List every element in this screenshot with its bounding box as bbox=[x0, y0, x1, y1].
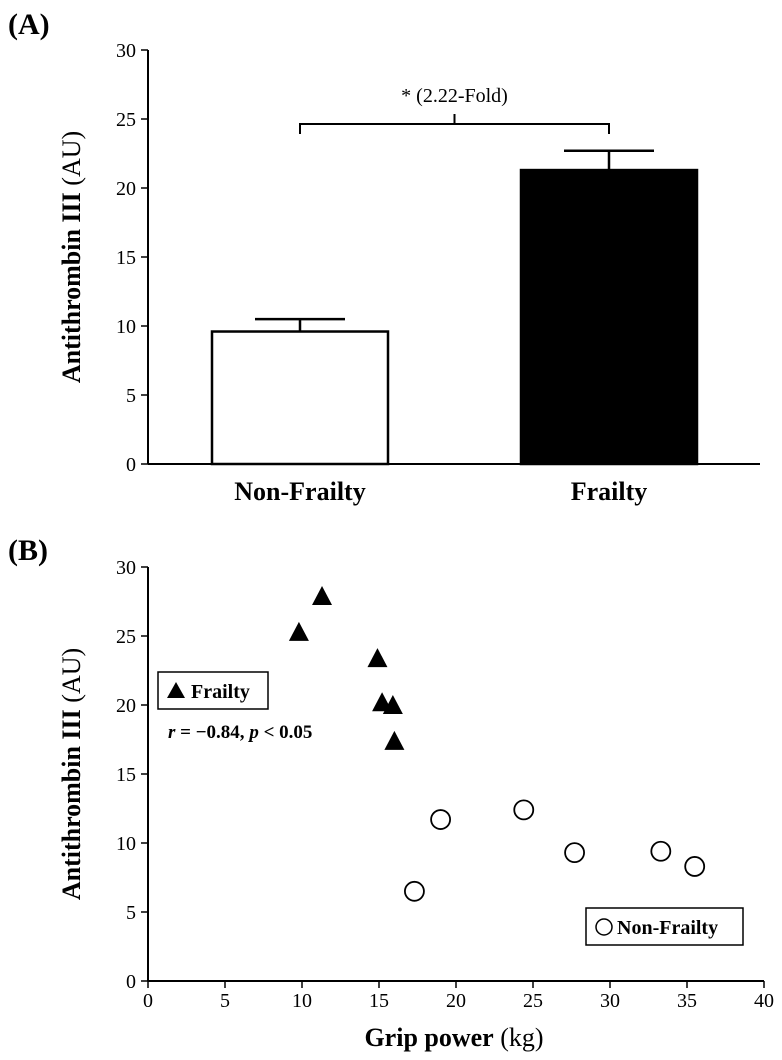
y-tick-label: 10 bbox=[116, 316, 136, 338]
legend-non-frailty: Non-Frailty bbox=[585, 907, 744, 946]
frailty-point bbox=[312, 585, 333, 605]
y-tick-label: 5 bbox=[126, 385, 136, 407]
legend-frailty: Frailty bbox=[157, 671, 269, 710]
significance-annotation: * (2.22-Fold) bbox=[401, 85, 508, 107]
y-axis-title-bold: Antithrombin III bbox=[57, 709, 86, 900]
non-frailty-point bbox=[650, 840, 672, 862]
y-tick-label: 15 bbox=[116, 764, 136, 786]
category-label: Non-Frailty bbox=[234, 477, 365, 506]
x-tick-label: 0 bbox=[143, 990, 153, 1012]
y-tick-label: 5 bbox=[126, 902, 136, 924]
scatter-chart-panel: (B) 0 5 10 15 20 25 30 0 5 10 15 20 25 30 35 40 Frailt… bbox=[8, 534, 774, 1052]
scatter-chart-y-axis-title: Antithrombin III (AU) bbox=[57, 648, 86, 900]
scatter-chart-y-ticks: 0 5 10 15 20 25 30 bbox=[116, 557, 148, 993]
non-frailty-point bbox=[684, 856, 706, 877]
category-label: Frailty bbox=[571, 477, 648, 506]
x-tick-label: 35 bbox=[677, 990, 697, 1012]
y-tick-label: 20 bbox=[116, 695, 136, 717]
x-tick-label: 15 bbox=[369, 990, 389, 1012]
scatter-chart-points bbox=[288, 585, 706, 902]
y-tick-label: 0 bbox=[126, 971, 136, 993]
panel-b-label: (B) bbox=[8, 534, 48, 567]
bar-chart-category-labels: Non-Frailty Frailty bbox=[234, 477, 647, 506]
frailty-point bbox=[367, 648, 388, 668]
scatter-chart-x-axis-title: Grip power (kg) bbox=[364, 1023, 543, 1052]
stat-r-symbol: r bbox=[168, 722, 176, 743]
legend-non-frailty-label: Non-Frailty bbox=[617, 917, 718, 939]
y-axis-title-bold: Antithrombin III bbox=[57, 192, 86, 383]
y-tick-label: 20 bbox=[116, 178, 136, 200]
non-frailty-point bbox=[513, 799, 535, 821]
frailty-point bbox=[384, 730, 405, 750]
bar-chart-bars bbox=[210, 168, 699, 466]
bar-chart-panel: (A) 0 5 10 15 20 25 30 Non-Frailty Frailty * (2… bbox=[8, 8, 760, 506]
frailty-point bbox=[288, 621, 309, 641]
y-tick-label: 10 bbox=[116, 833, 136, 855]
bar-chart-y-ticks: 0 5 10 15 20 25 30 bbox=[116, 40, 148, 476]
panel-a-label: (A) bbox=[8, 8, 50, 41]
bar bbox=[519, 168, 699, 466]
x-tick-label: 25 bbox=[523, 990, 543, 1012]
x-tick-label: 5 bbox=[220, 990, 230, 1012]
y-tick-label: 15 bbox=[116, 247, 136, 269]
y-tick-label: 0 bbox=[126, 454, 136, 476]
y-axis-title-unit: (AU) bbox=[57, 648, 86, 703]
legend-non-frailty-circle-icon bbox=[595, 918, 613, 936]
stat-r-value: = −0.84, bbox=[175, 722, 249, 743]
bar bbox=[210, 330, 390, 466]
stat-p-symbol: p bbox=[247, 722, 259, 743]
y-axis-title-unit: (AU) bbox=[57, 131, 86, 186]
correlation-stat: r = −0.84, p < 0.05 bbox=[168, 722, 312, 743]
x-tick-label: 20 bbox=[446, 990, 466, 1012]
x-tick-label: 10 bbox=[292, 990, 312, 1012]
x-axis-title-unit: (kg) bbox=[500, 1023, 543, 1052]
non-frailty-point bbox=[564, 842, 585, 864]
bar-chart-error-bars bbox=[255, 149, 654, 332]
legend-frailty-triangle-icon bbox=[167, 682, 185, 698]
stat-p-value: < 0.05 bbox=[259, 722, 313, 743]
y-tick-label: 25 bbox=[116, 626, 136, 648]
x-tick-label: 30 bbox=[600, 990, 620, 1012]
scatter-chart-x-ticks: 0 5 10 15 20 25 30 35 40 bbox=[143, 981, 774, 1012]
legend-frailty-label: Frailty bbox=[191, 681, 250, 703]
significance-bracket bbox=[299, 114, 610, 134]
x-tick-label: 40 bbox=[754, 990, 774, 1012]
bracket-line bbox=[299, 123, 610, 134]
frailty-point bbox=[382, 695, 403, 714]
x-axis-title-bold: Grip power bbox=[364, 1023, 493, 1052]
non-frailty-point bbox=[430, 809, 452, 830]
y-tick-label: 25 bbox=[116, 109, 136, 131]
bar-chart-y-axis-title: Antithrombin III (AU) bbox=[57, 131, 86, 383]
non-frailty-point bbox=[404, 880, 425, 902]
y-tick-label: 30 bbox=[116, 557, 136, 579]
y-tick-label: 30 bbox=[116, 40, 136, 62]
